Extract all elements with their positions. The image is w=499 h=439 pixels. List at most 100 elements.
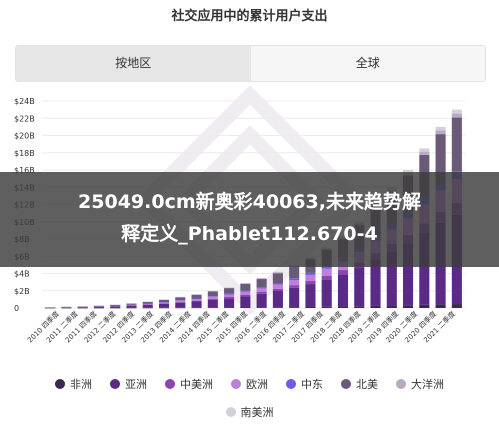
- banner-line-1: 25049.0cm新奥彩40063,未来趋势解: [78, 191, 421, 213]
- bar-segment: [126, 304, 137, 306]
- bar-segment: [224, 288, 235, 294]
- bar-segment: [224, 297, 235, 299]
- bar-segment: [386, 305, 397, 308]
- bar-segment: [289, 266, 300, 279]
- bar-segment: [305, 306, 316, 308]
- bar-segment: [435, 134, 446, 184]
- legend-item[interactable]: 南美洲: [225, 404, 274, 420]
- legend-dot-icon: [286, 379, 296, 389]
- bar-segment: [256, 288, 267, 292]
- legend-item[interactable]: 亚洲: [110, 376, 147, 392]
- bar-segment: [272, 283, 283, 285]
- chart-legend: 非洲 亚洲 中美洲 欧洲 中东 北美 大洋洲南美洲: [15, 376, 484, 420]
- bar-segment: [126, 305, 137, 308]
- bar-segment: [272, 307, 283, 308]
- bar-segment: [191, 299, 202, 301]
- bar-segment: [110, 304, 121, 306]
- bar-segment: [224, 294, 235, 298]
- bar-segment: [256, 287, 267, 289]
- overlay-banner: [0, 172, 499, 267]
- y-tick-label: $2B: [14, 287, 30, 296]
- bar-segment: [240, 296, 251, 308]
- bar-segment: [142, 304, 153, 308]
- bar-segment: [386, 251, 397, 306]
- bar-segment: [175, 300, 186, 303]
- bar-segment: [305, 281, 316, 285]
- y-tick-label: $4B: [14, 270, 30, 279]
- bar-segment: [451, 109, 462, 114]
- bar-segment: [207, 296, 218, 299]
- bar-segment: [289, 285, 300, 288]
- bar-segment: [337, 270, 349, 275]
- bar-segment: [451, 304, 462, 308]
- bar-segment: [126, 303, 137, 305]
- bar-segment: [451, 117, 462, 172]
- bar-segment: [419, 151, 430, 155]
- bar-segment: [305, 284, 316, 307]
- legend-dot-icon: [396, 379, 406, 389]
- bar-segment: [403, 243, 414, 306]
- bar-segment: [256, 293, 267, 308]
- overlay-banner-text: 25049.0cm新奥彩40063,未来趋势解 释定义_Phablet112.6…: [0, 186, 499, 250]
- bar-segment: [256, 279, 267, 288]
- bar-segment: [435, 126, 446, 131]
- legend-item[interactable]: 大洋洲: [396, 376, 444, 392]
- bar-segment: [207, 299, 218, 308]
- legend-dot-icon: [165, 379, 175, 389]
- bar-segment: [240, 307, 251, 308]
- bar-segment: [272, 290, 283, 308]
- bar-segment: [272, 272, 283, 274]
- bar-segment: [256, 292, 267, 294]
- legend-item[interactable]: 北美: [341, 376, 378, 392]
- page-title: 社交应用中的累计用户支出: [171, 9, 328, 24]
- bar-segment: [240, 291, 251, 295]
- legend-item[interactable]: 中东: [286, 376, 323, 392]
- bar-segment: [289, 307, 300, 308]
- bar-segment: [240, 290, 251, 292]
- legend-label: 中美洲: [180, 378, 213, 391]
- bar-segment: [158, 302, 170, 304]
- bar-segment: [272, 284, 283, 289]
- bar-segment: [419, 304, 430, 308]
- bar-segment: [305, 274, 316, 282]
- bar-segment: [435, 130, 446, 135]
- bar-segment: [77, 307, 88, 308]
- legend-dot-icon: [110, 379, 120, 389]
- y-tick-label: $24B: [14, 97, 35, 106]
- legend-dot-icon: [225, 407, 236, 417]
- bar-segment: [321, 268, 332, 277]
- bar-segment: [240, 283, 251, 284]
- bar-segment: [191, 298, 202, 300]
- legend-item[interactable]: 中美洲: [165, 376, 213, 392]
- bar-segment: [142, 301, 153, 304]
- bar-segment: [321, 306, 332, 308]
- bar-segment: [240, 294, 251, 297]
- bar-segment: [289, 287, 300, 308]
- banner-line-2: 释定义_Phablet112.670-4: [121, 223, 378, 245]
- bar-segment: [403, 305, 414, 308]
- bar-segment: [272, 288, 283, 291]
- legend-label: 大洋洲: [411, 378, 444, 391]
- tab-global[interactable]: 全球: [250, 46, 485, 81]
- bar-segment: [419, 233, 430, 305]
- legend-item[interactable]: 欧洲: [231, 376, 268, 392]
- bar-segment: [240, 283, 251, 291]
- bar-segment: [321, 276, 332, 280]
- legend-label: 中东: [301, 378, 323, 391]
- bar-segment: [451, 113, 462, 118]
- bar-segment: [110, 306, 121, 308]
- y-tick-label: $20B: [14, 132, 35, 141]
- legend-item[interactable]: 非洲: [55, 376, 92, 392]
- bar-segment: [158, 303, 170, 304]
- y-tick-label: $16B: [14, 166, 35, 175]
- bar-segment: [207, 291, 218, 297]
- bar-segment: [191, 300, 202, 302]
- bar-segment: [191, 301, 202, 308]
- legend-label: 南美洲: [240, 406, 274, 419]
- bar-segment: [370, 305, 381, 308]
- tab-by-region[interactable]: 按地区: [16, 46, 251, 81]
- bar-segment: [305, 272, 316, 275]
- legend-label: 亚洲: [125, 378, 147, 391]
- legend-label: 非洲: [70, 378, 92, 391]
- bar-segment: [93, 306, 104, 308]
